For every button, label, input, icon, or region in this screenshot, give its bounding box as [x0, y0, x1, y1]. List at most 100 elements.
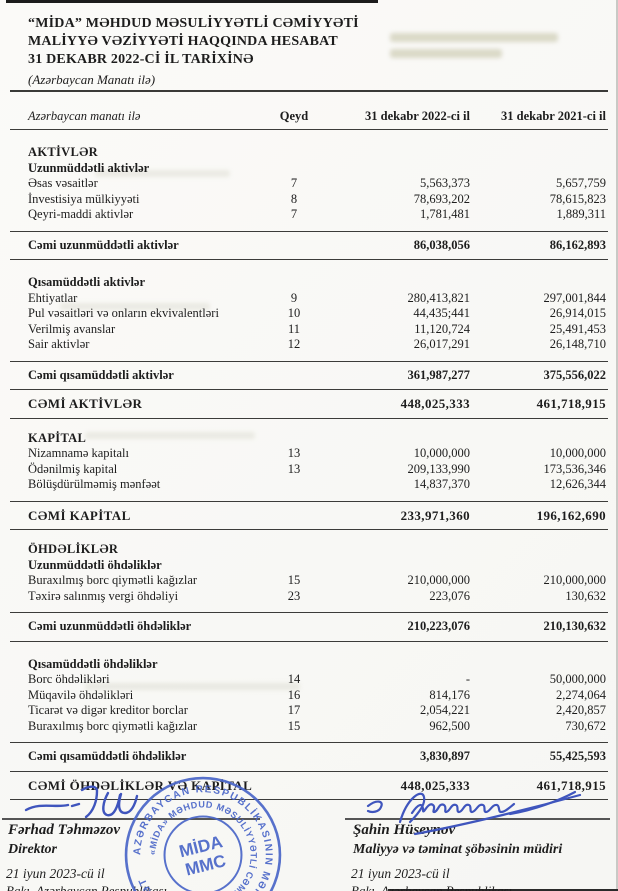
table-row: Bölüşdürülməmiş mənfəət 14,837,370 12,626,… — [10, 477, 608, 493]
bleed-through-smudge — [85, 683, 300, 690]
row-value-2022: 44,435;441 — [413, 306, 470, 320]
signature-line-right — [345, 818, 610, 820]
row-note: 16 — [287, 687, 301, 702]
table-row: Ödənilmiş kapital 13 209,133,990 173,536,34… — [10, 462, 608, 478]
header-rule — [10, 90, 608, 92]
row-value-2021: 5,657,759 — [556, 176, 606, 190]
company-stamp: AZƏRBAYCAN RESPUBLİKASININ MƏNZİL İNŞAAT… — [124, 776, 282, 891]
row-label: Qısamüddətli aktivlər — [28, 275, 146, 289]
table-row: Cəmi qısamüddətli aktivlər 361,987,277 375… — [10, 360, 608, 390]
table-header: Azərbaycan manatı ilə Qeyd 31 dekabr 202… — [10, 109, 608, 130]
row-label: Ticarət və digər kreditor borclar — [28, 703, 188, 717]
signature-ink-left — [24, 785, 139, 819]
table-row: Müqavilə öhdəlikləri 16 814,176 2,274,064 — [10, 688, 608, 704]
table-row: Cəmi qısamüddətli öhdəliklər 3,830,897 55,… — [10, 742, 608, 772]
table-row: KAPİTAL — [10, 431, 608, 447]
row-value-2021: 12,626,344 — [549, 477, 606, 491]
table-row: Sair aktivlər 12 26,017,291 26,148,710 — [10, 337, 608, 353]
row-value-2022: 2,054,221 — [420, 703, 470, 717]
column-header-note: Qeyd — [279, 109, 309, 123]
table-row: AKTİVLƏR — [10, 145, 608, 161]
row-value-2021: 26,914,015 — [549, 306, 606, 320]
stamp-center-text: MİDA MMC — [177, 831, 228, 879]
row-label: Ödənilmiş kapital — [28, 461, 118, 476]
row-value-2021: 210,130,632 — [543, 619, 607, 633]
row-note: 14 — [287, 672, 301, 686]
bleed-through-smudge — [85, 432, 255, 439]
report-date: 31 DEKABR 2022-Cİ İL TARİXİNƏ — [28, 52, 254, 67]
signature-date-left: 21 iyun 2023-cü il — [6, 866, 105, 881]
row-value-2022: 448,025,333 — [400, 777, 470, 793]
row-note: 17 — [287, 703, 301, 717]
table-row: Ticarət və digər kreditor borclar 17 2,054… — [10, 703, 608, 719]
row-label: Cəmi uzunmüddətli aktivlər — [28, 237, 179, 252]
row-label: CƏMİ AKTİVLƏR — [28, 396, 143, 411]
row-value-2021: 196,162,690 — [536, 507, 606, 523]
table-row: Buraxılmış borc qiymətli kağızlar 15 962,5… — [10, 719, 608, 735]
row-value-2021: 50,000,000 — [549, 672, 606, 686]
signature-line-left — [2, 818, 260, 820]
row-value-2021: 2,274,064 — [556, 687, 606, 702]
row-value-2021: 2,420,857 — [556, 703, 606, 717]
table-row: Nizamnamə kapitalı 13 10,000,000 10,000,000 — [10, 446, 608, 462]
row-note: 11 — [287, 321, 301, 336]
row-label: Təxirə salınmış vergi öhdəliyi — [28, 588, 179, 603]
table-row: Pul vəsaitləri və onların ekvivalentləri… — [10, 306, 608, 322]
row-value-2022: 361,987,277 — [407, 367, 471, 382]
row-label: Ehtiyatlar — [28, 290, 78, 305]
table-row: Qeyri-maddi aktivlər 7 1,781,481 1,889,311 — [10, 207, 608, 223]
row-label: Cəmi qısamüddətli öhdəliklər — [28, 749, 187, 763]
row-note: 23 — [287, 588, 301, 603]
bleed-through-smudge — [95, 170, 230, 177]
row-value-2021: 461,718,915 — [536, 396, 606, 411]
row-label: ÖHDƏLİKLƏR — [28, 542, 119, 556]
signatory-title-right: Maliyyə və təminat şöbəsinin müdiri — [353, 842, 563, 857]
row-value-2022: 962,500 — [429, 718, 470, 733]
signatory-name-right: Şahin Hüseynov — [353, 822, 456, 838]
company-name: “MİDA” MƏHDUD MƏSULİYYƏTLİ CƏMİYYƏTİ — [28, 16, 359, 31]
row-value-2021: 130,632 — [565, 588, 606, 603]
row-label: Əsas vəsaitlər — [28, 176, 98, 190]
table-row: Borc öhdəlikləri 14 - 50,000,000 — [10, 672, 608, 688]
row-label: Cəmi uzunmüddətli öhdəliklər — [28, 619, 192, 633]
report-header: “MİDA” MƏHDUD MƏSULİYYƏTLİ CƏMİYYƏTİ MAL… — [28, 15, 359, 89]
signatory-title-left: Direktor — [8, 842, 57, 857]
row-label: Pul vəsaitləri və onların ekvivalentləri — [28, 306, 219, 320]
signature-ink-right — [366, 790, 582, 836]
row-value-2022: 210,223,076 — [407, 619, 471, 633]
row-label: Uzunmüddətli öhdəliklər — [28, 557, 162, 572]
table-row: Uzunmüddətli öhdəliklər — [10, 558, 608, 574]
row-value-2021: 730,672 — [565, 718, 606, 733]
row-value-2022: 14,837,370 — [413, 477, 470, 491]
row-label: Sair aktivlər — [28, 337, 90, 351]
currency-note: (Azərbaycan Manatı ilə) — [28, 72, 156, 87]
column-header-2021: 31 dekabr 2021-ci il — [501, 109, 606, 123]
row-label: CƏMİ KAPİTAL — [28, 507, 131, 523]
row-value-2021: 10,000,000 — [549, 446, 606, 460]
row-label: Müqavilə öhdəlikləri — [28, 687, 134, 702]
table-row: Qısamüddətli aktivlər — [10, 275, 608, 291]
row-value-2021: 173,536,346 — [543, 461, 607, 476]
row-value-2021: 1,889,311 — [556, 207, 606, 221]
row-value-2022: 78,693,202 — [413, 191, 470, 206]
table-row: CƏMİ KAPİTAL 233,971,360 196,162,690 — [10, 500, 608, 530]
row-note: 7 — [290, 176, 298, 190]
row-value-2021: 25,491,453 — [549, 321, 606, 336]
row-value-2022: 1,781,481 — [420, 207, 470, 221]
row-label: İnvestisiya mülkiyyəti — [28, 191, 140, 206]
signature-place-right: Bakı, Azərbaycan Respublikası — [351, 884, 512, 891]
row-value-2022: 5,563,373 — [420, 176, 470, 190]
row-label: KAPİTAL — [28, 430, 87, 445]
bleed-through-smudge — [60, 303, 210, 310]
row-label: Cəmi qısamüddətli aktivlər — [28, 367, 174, 382]
row-note: 13 — [287, 461, 301, 476]
row-value-2021: 86,162,893 — [549, 237, 606, 252]
row-value-2022: 26,017,291 — [413, 337, 470, 351]
row-note: 12 — [287, 337, 301, 351]
row-value-2021: 461,718,915 — [536, 777, 606, 793]
row-label: Nizamnamə kapitalı — [28, 446, 130, 460]
signature-section: Fərhad Təhməzov Direktor 21 iyun 2023-cü… — [0, 781, 618, 891]
scan-edge-top — [6, 0, 378, 3]
column-header-2022: 31 dekabr 2022-ci il — [365, 109, 470, 123]
